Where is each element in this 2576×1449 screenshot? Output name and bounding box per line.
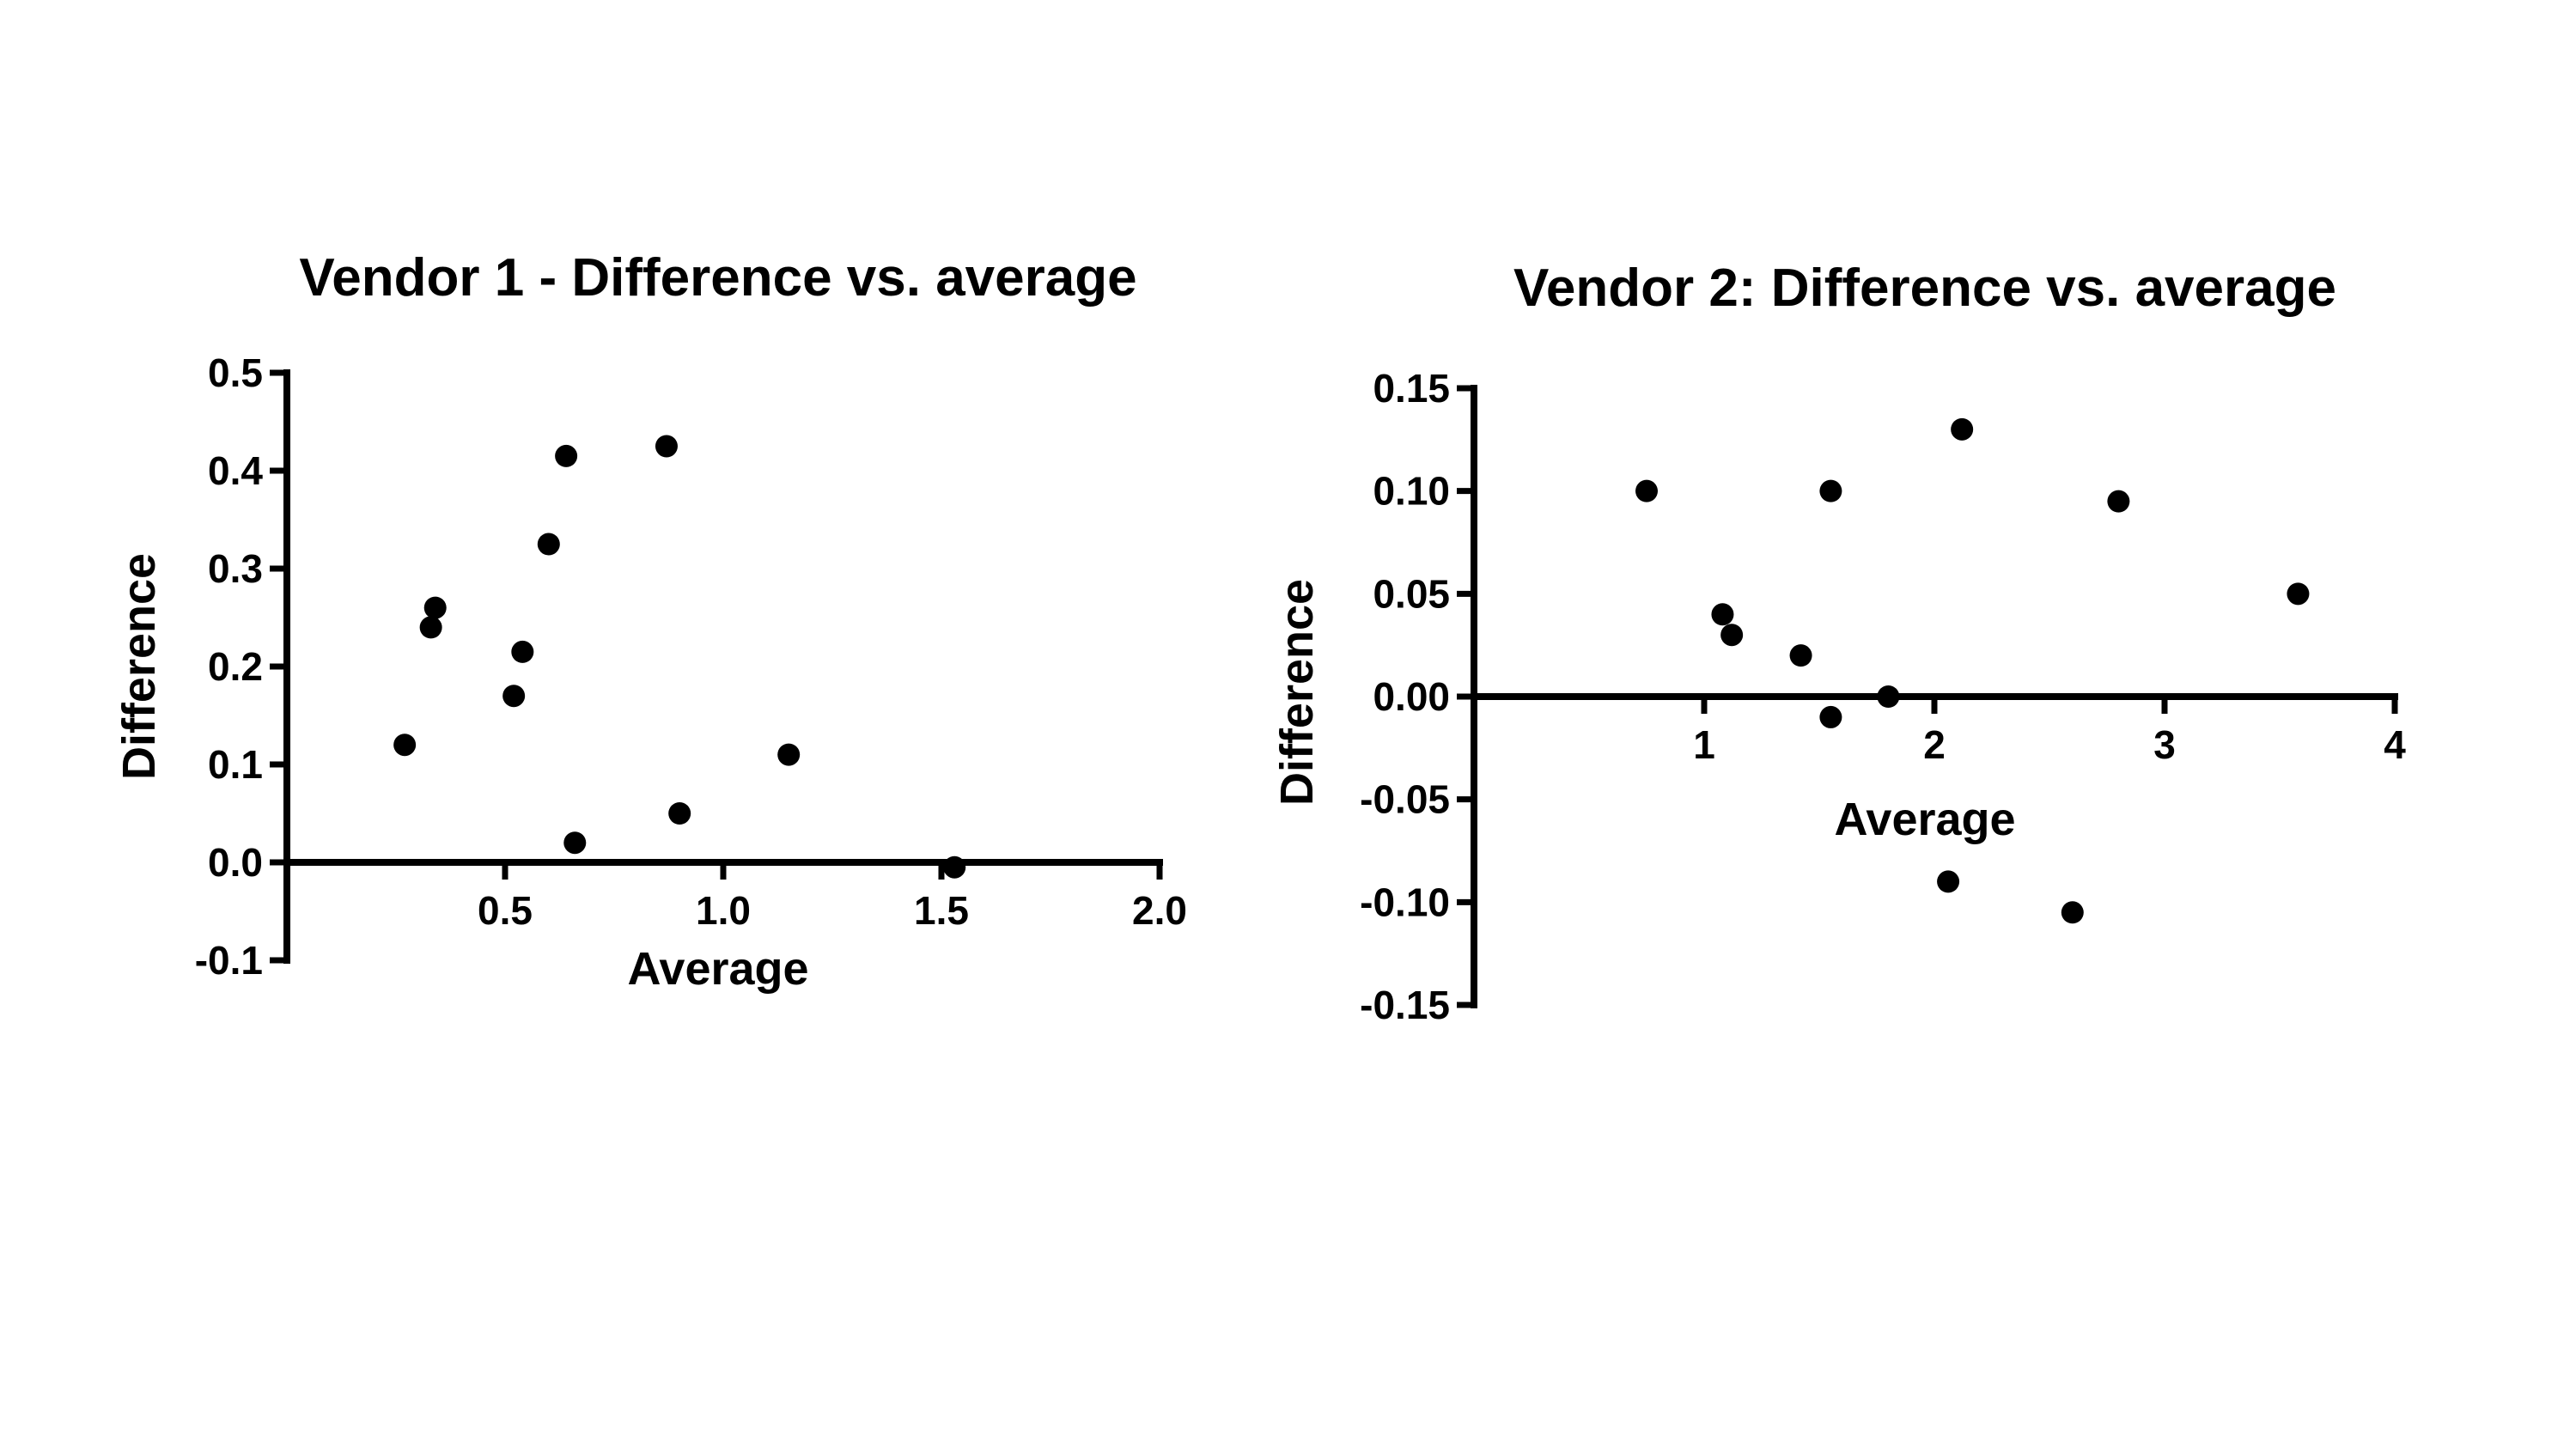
y-axis-label: Difference xyxy=(1271,579,1323,806)
data-point xyxy=(1789,644,1812,667)
data-point xyxy=(1720,624,1744,647)
data-point xyxy=(1877,685,1900,708)
y-tick-label: -0.1 xyxy=(195,938,263,983)
y-tick-label: 0.5 xyxy=(208,350,263,395)
data-point xyxy=(943,855,966,879)
y-tick-label: -0.15 xyxy=(1360,983,1450,1027)
y-tick-label: -0.10 xyxy=(1360,880,1450,924)
data-point xyxy=(1711,603,1734,626)
y-tick-label: 0.0 xyxy=(208,840,263,885)
chart-title: Vendor 2: Difference vs. average xyxy=(1513,259,2336,318)
data-point xyxy=(1819,479,1842,502)
y-tick-label: 0.4 xyxy=(208,448,263,493)
y-tick-label: 0.3 xyxy=(208,546,263,591)
data-point xyxy=(1635,479,1658,502)
data-point xyxy=(2287,582,2310,606)
data-point xyxy=(1819,705,1842,728)
data-point xyxy=(511,640,534,663)
data-point xyxy=(419,616,442,639)
y-tick-label: 0.1 xyxy=(208,742,263,787)
x-tick-label: 2 xyxy=(1923,722,1946,767)
chart-vendor-1: Vendor 1 - Difference vs. average Differ… xyxy=(113,248,1187,995)
y-tick-label: -0.05 xyxy=(1360,777,1450,822)
x-tick-label: 3 xyxy=(2153,722,2176,767)
x-tick-label: 1.0 xyxy=(696,888,751,933)
x-axis-label: Average xyxy=(627,943,808,995)
x-tick-label: 2.0 xyxy=(1132,888,1187,933)
y-tick-label: 0.10 xyxy=(1373,469,1450,514)
data-point xyxy=(777,743,801,766)
x-tick-label: 4 xyxy=(2384,722,2406,767)
y-axis-label: Difference xyxy=(113,553,165,780)
data-point xyxy=(537,533,560,556)
chart-vendor-2: Vendor 2: Difference vs. average Differe… xyxy=(1271,259,2406,1027)
data-point xyxy=(423,596,447,619)
data-point xyxy=(393,734,417,757)
data-point xyxy=(668,802,691,825)
x-tick-label: 0.5 xyxy=(478,888,533,933)
x-tick-label: 1.5 xyxy=(914,888,969,933)
data-point xyxy=(502,685,526,708)
data-point xyxy=(2107,490,2130,513)
data-point xyxy=(1937,870,1960,893)
chart-title: Vendor 1 - Difference vs. average xyxy=(299,248,1136,307)
y-tick-label: 0.00 xyxy=(1373,674,1450,719)
x-tick-label: 1 xyxy=(1693,722,1715,767)
data-point xyxy=(2061,901,2084,924)
x-axis-label: Average xyxy=(1834,794,2015,845)
data-point xyxy=(655,435,678,458)
data-point xyxy=(563,831,587,855)
data-point xyxy=(555,444,578,467)
y-tick-label: 0.2 xyxy=(208,644,263,689)
data-point xyxy=(1951,417,1974,441)
y-tick-label: 0.05 xyxy=(1373,571,1450,616)
y-tick-label: 0.15 xyxy=(1373,366,1450,411)
